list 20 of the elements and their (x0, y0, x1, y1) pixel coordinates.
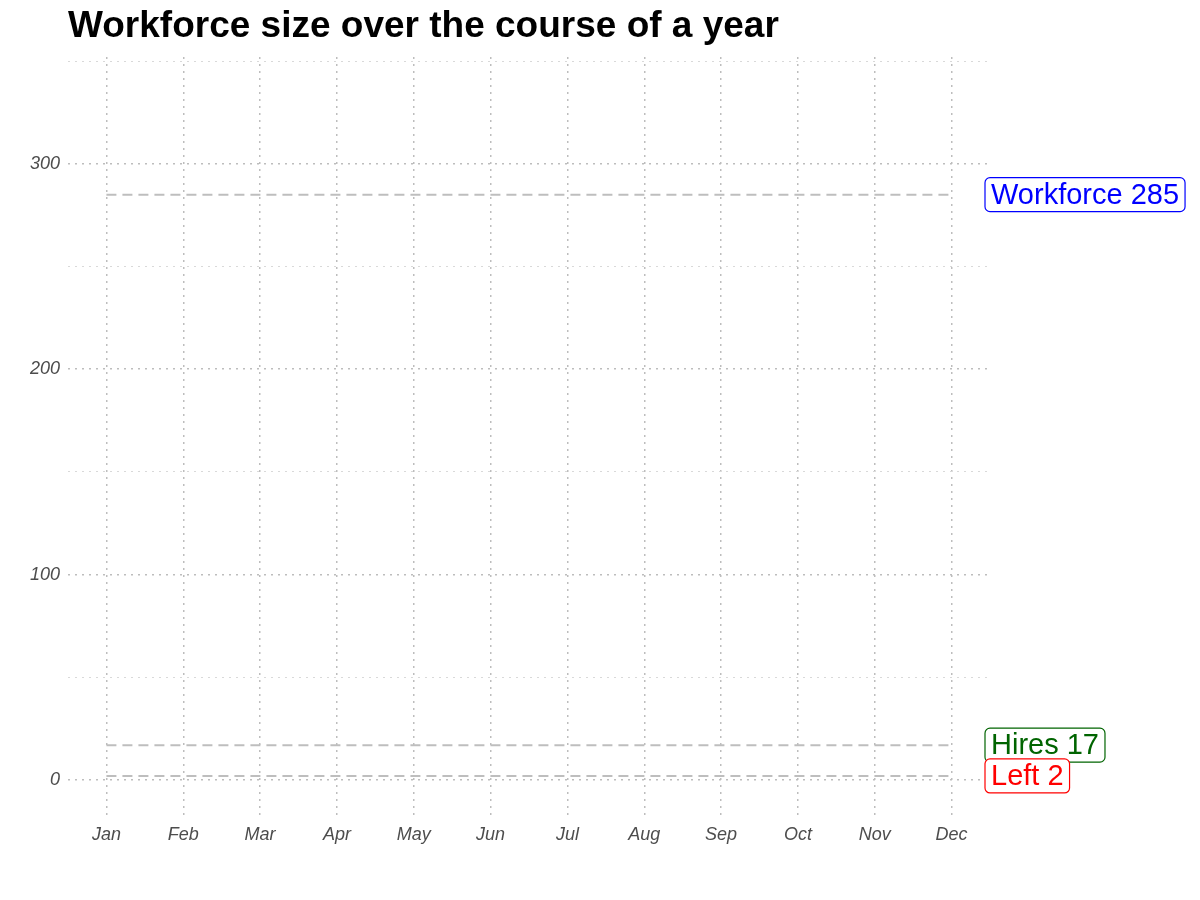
x-tick-label: Apr (321, 823, 352, 844)
y-tick-label: 0 (49, 769, 60, 790)
chart-title: Workforce size over the course of a year (68, 4, 779, 46)
series-label: Left 2 (991, 758, 1064, 791)
series-label: Workforce 285 (991, 177, 1180, 210)
x-tick-label: Oct (783, 823, 813, 844)
x-tick-label: May (396, 823, 432, 844)
x-tick-label: Aug (627, 823, 661, 844)
x-tick-label: Jul (554, 823, 580, 844)
y-tick-label: 100 (29, 563, 60, 584)
x-tick-label: Feb (167, 823, 199, 844)
x-tick-label: Mar (244, 823, 277, 844)
y-tick-label: 300 (29, 152, 60, 173)
x-tick-label: Jun (475, 823, 506, 844)
x-tick-label: Nov (858, 823, 892, 844)
x-tick-label: Jan (90, 823, 121, 844)
x-tick-label: Dec (935, 823, 968, 844)
series-label: Hires 17 (991, 728, 1099, 761)
y-tick-label: 200 (28, 358, 60, 379)
x-tick-label: Sep (705, 823, 738, 844)
